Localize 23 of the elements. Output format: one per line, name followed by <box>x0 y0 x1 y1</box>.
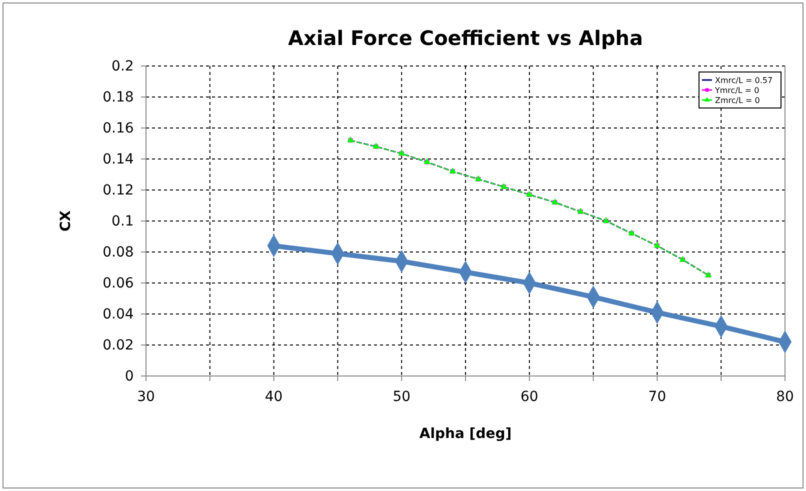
x-tick-label: 50 <box>392 388 411 405</box>
y-tick-label: 0.16 <box>102 120 134 136</box>
y-tick-label: 0.1 <box>112 213 134 230</box>
y-tick-label: 0.18 <box>102 89 134 106</box>
y-tick-label: 0.2 <box>112 58 134 74</box>
legend-label: Ymrc/L = 0 <box>714 86 760 95</box>
chart-title: Axial Force Coefficient vs Alpha <box>288 26 643 50</box>
x-tick-label: 30 <box>137 388 155 405</box>
x-axis-title: Alpha [deg] <box>419 426 512 442</box>
y-tick-label: 0.04 <box>102 306 134 322</box>
y-tick-label: 0 <box>124 368 134 384</box>
x-tick-label: 60 <box>520 388 538 405</box>
y-tick-label: 0.08 <box>102 244 134 260</box>
y-tick-label: 0.02 <box>102 337 134 354</box>
legend-label: Zmrc/L = 0 <box>715 96 760 105</box>
x-tick-label: 40 <box>264 388 283 405</box>
x-tick-label: 70 <box>648 388 666 405</box>
x-tick-label: 80 <box>776 388 794 405</box>
y-tick-label: 0.06 <box>102 275 134 292</box>
y-tick-label: 0.12 <box>102 182 134 198</box>
legend-label: Xmrc/L = 0.57 <box>715 76 773 85</box>
y-tick-label: 0.14 <box>102 151 134 168</box>
y-axis-title: CX <box>58 210 74 232</box>
